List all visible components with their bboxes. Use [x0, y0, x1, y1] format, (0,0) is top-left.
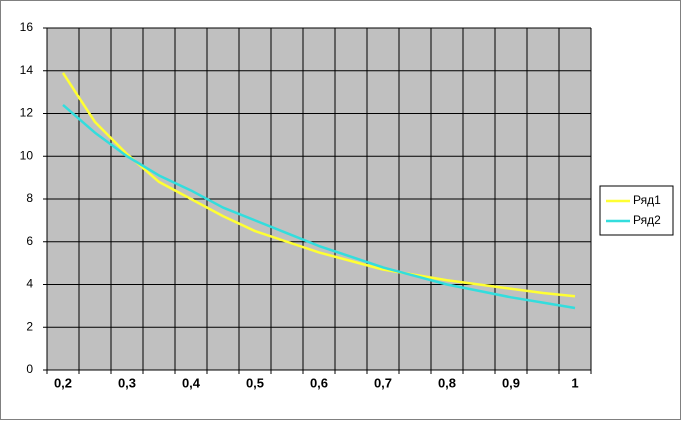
series-line: [62, 104, 576, 310]
x-tick-label: 0,2: [54, 375, 72, 390]
y-tick-label: 0: [26, 362, 33, 376]
series-line: [61, 72, 576, 298]
y-tick-label: 14: [20, 63, 34, 77]
x-tick-label: 0,6: [310, 375, 328, 390]
legend-label: Ряд1: [633, 193, 661, 207]
y-tick-label: 8: [26, 191, 33, 205]
x-tick-label: 0,8: [438, 375, 456, 390]
legend-label: Ряд2: [633, 213, 661, 227]
x-tick-label: 1: [571, 375, 578, 390]
x-tick-label: 0,9: [502, 375, 520, 390]
x-tick-label: 0,4: [182, 375, 201, 390]
y-tick-label: 2: [26, 319, 33, 333]
y-tick-label: 6: [26, 234, 33, 248]
y-tick-label: 12: [20, 106, 34, 120]
y-tick-label: 16: [20, 20, 34, 34]
legend-box: [599, 185, 674, 236]
y-tick-label: 4: [26, 277, 33, 291]
y-tick-label: 10: [20, 148, 34, 162]
x-tick-label: 0,3: [118, 375, 136, 390]
x-tick-label: 0,7: [374, 375, 392, 390]
x-tick-label: 0,5: [246, 375, 264, 390]
